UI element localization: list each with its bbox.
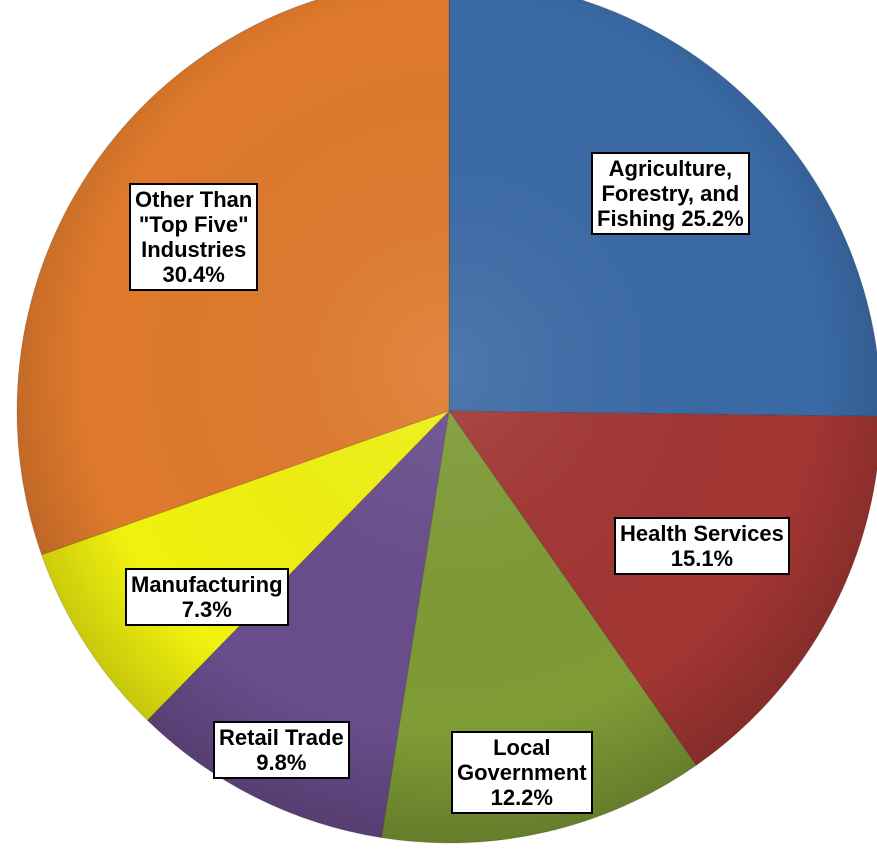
slice-label-health-services: Health Services 15.1% — [614, 517, 790, 575]
slice-label-retail-trade: Retail Trade 9.8% — [213, 721, 350, 779]
pie-slices — [16, 0, 877, 844]
slice-label-agriculture-forestry-and-fishing: Agriculture, Forestry, and Fishing 25.2% — [591, 152, 750, 235]
slice-label-other-than-top-five-industries: Other Than "Top Five" Industries 30.4% — [129, 183, 259, 291]
slice-label-local-government: Local Government 12.2% — [451, 731, 593, 814]
slice-label-manufacturing: Manufacturing 7.3% — [125, 568, 289, 626]
